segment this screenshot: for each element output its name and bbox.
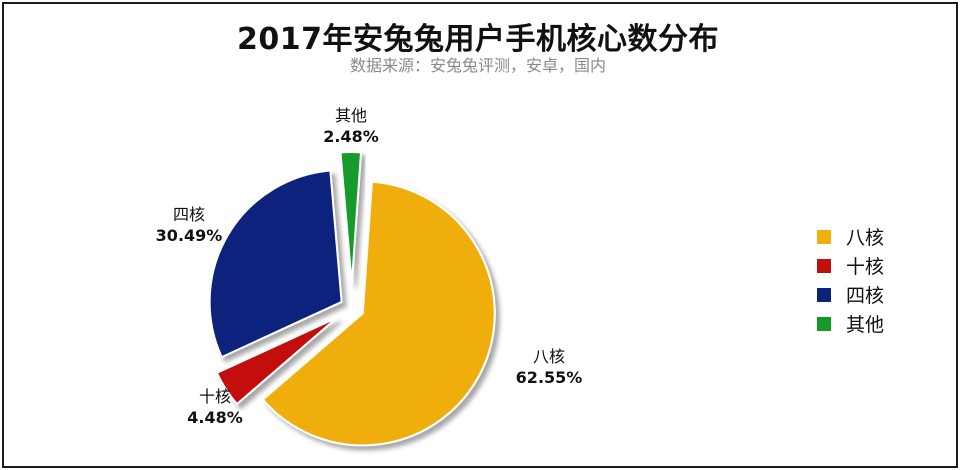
slice-name-label: 四核: [173, 205, 205, 224]
legend-label: 其他: [846, 314, 884, 336]
pie-slice: [208, 169, 343, 359]
slice-value-label: 2.48%: [323, 127, 379, 146]
chart-subtitle: 数据来源：安兔兔评测，安卓，国内: [349, 56, 606, 75]
slice-name-label: 十核: [199, 387, 231, 406]
pie-slice: [339, 151, 363, 285]
slice-name-label: 其他: [335, 106, 367, 125]
pie-slice: [261, 180, 496, 447]
legend-label: 十核: [846, 256, 884, 278]
chart-title: 2017年安兔兔用户手机核心数分布: [237, 22, 719, 57]
slice-value-label: 4.48%: [187, 408, 243, 427]
pie-slice: [215, 316, 338, 406]
slice-value-label: 62.55%: [516, 368, 583, 387]
pie-slices: [208, 151, 496, 447]
legend-swatch: [817, 288, 831, 302]
legend-label: 四核: [846, 285, 884, 307]
slice-value-label: 30.49%: [156, 226, 223, 245]
legend-label: 八核: [846, 227, 884, 249]
legend-swatch: [817, 230, 831, 244]
legend-swatch: [817, 259, 831, 273]
slice-labels: 八核 62.55% 十核 4.48% 四核 30.49% 其他 2.48%: [156, 106, 583, 427]
legend-swatch: [817, 317, 831, 331]
slice-name-label: 八核: [533, 347, 565, 366]
